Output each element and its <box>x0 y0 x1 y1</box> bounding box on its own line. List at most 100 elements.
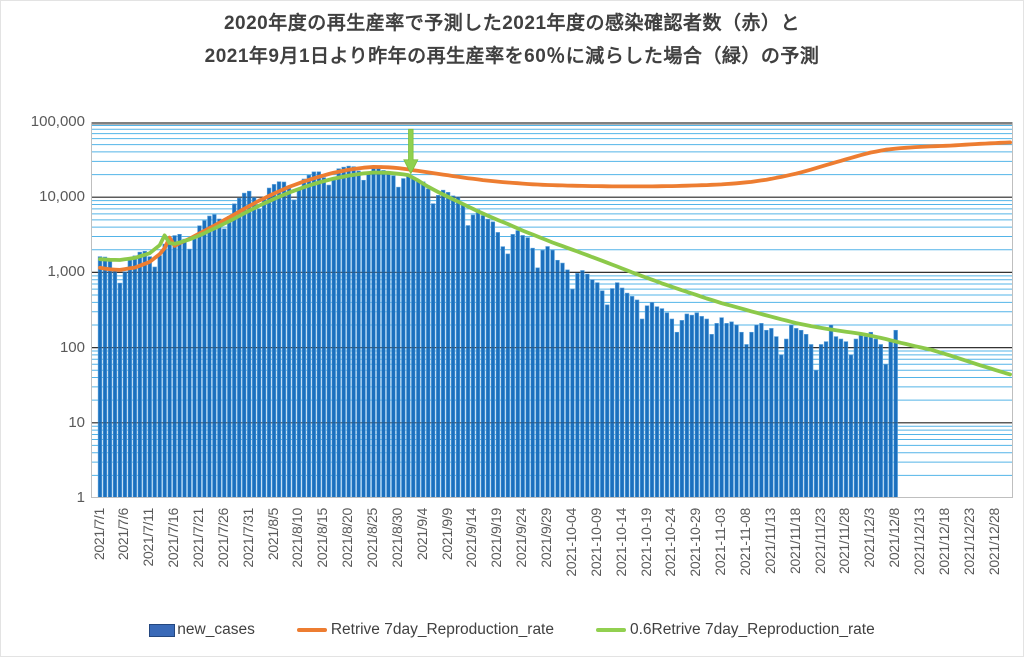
bar <box>177 234 182 498</box>
y-tick-label: 100,000 <box>30 113 85 130</box>
x-tick-label: 2021/7/26 <box>214 508 231 568</box>
bar <box>789 324 794 498</box>
bar <box>520 235 525 498</box>
bar <box>445 192 451 498</box>
bar <box>157 255 162 498</box>
bar <box>590 279 595 498</box>
bar <box>152 266 157 498</box>
bar <box>893 329 898 498</box>
x-tick-label: 2021-11-08 <box>736 508 753 576</box>
x-tick-label: 2021/11/23 <box>811 508 828 575</box>
bar <box>172 235 177 498</box>
bar <box>247 190 252 498</box>
bar <box>888 341 893 498</box>
bar <box>426 188 431 498</box>
new-cases-swatch-icon <box>149 623 176 637</box>
bar <box>550 249 555 498</box>
bar <box>674 331 680 498</box>
chart-title-line1: 2020年度の再生産率で予測した2021年度の感染確認者数（赤）と <box>223 13 801 34</box>
bar <box>162 243 167 498</box>
bar <box>744 344 749 498</box>
bar <box>883 363 888 498</box>
y-tick-label: 10,000 <box>39 188 85 206</box>
bar <box>535 267 540 498</box>
bar <box>271 184 277 498</box>
x-tick-label: 2021-10-04 <box>562 508 579 577</box>
x-tick-label: 2021/7/1 <box>90 508 107 561</box>
bar <box>495 232 500 498</box>
bar <box>684 313 689 498</box>
bar <box>610 288 615 498</box>
bar <box>336 168 341 498</box>
x-tick-label: 2021/8/20 <box>339 508 356 568</box>
legend-label: new_cases <box>177 621 255 638</box>
bar <box>346 165 351 498</box>
bar <box>351 166 356 498</box>
bar <box>774 336 779 498</box>
x-tick-label: 2021/8/30 <box>388 508 405 568</box>
bar <box>570 288 575 498</box>
bar <box>450 195 456 498</box>
bar <box>858 334 864 498</box>
bar <box>525 237 530 498</box>
bar <box>147 256 152 498</box>
bar <box>406 174 411 498</box>
bar <box>97 256 103 498</box>
bar <box>843 341 849 498</box>
bar <box>565 269 570 498</box>
bar <box>276 181 282 498</box>
bar <box>664 312 670 498</box>
bar <box>659 308 665 498</box>
bar <box>624 292 630 498</box>
bar <box>779 354 784 498</box>
bar <box>207 215 212 498</box>
new-cases-bars <box>97 165 898 498</box>
bar <box>719 317 724 498</box>
bar <box>490 221 496 498</box>
bar <box>878 344 883 498</box>
bar <box>361 179 366 498</box>
x-tick-label: 2021-10-14 <box>612 508 629 577</box>
bar <box>316 171 321 498</box>
bar <box>749 331 754 498</box>
plot-area <box>91 122 1013 498</box>
bar <box>261 198 267 498</box>
bar <box>799 329 804 498</box>
x-tick-label: 2021/9/29 <box>538 508 555 568</box>
bar <box>436 195 441 498</box>
bar <box>863 336 868 498</box>
bar <box>580 270 585 498</box>
chart-canvas <box>92 122 1012 498</box>
x-tick-label: 2021-10-29 <box>687 508 704 577</box>
bar <box>480 215 486 498</box>
bar <box>605 304 610 498</box>
bar <box>804 334 809 498</box>
bar <box>107 259 113 498</box>
bar <box>739 331 744 498</box>
x-tick-label: 2021-10-24 <box>662 508 679 577</box>
bar <box>301 178 307 498</box>
x-tick-label: 2021/7/11 <box>140 508 157 567</box>
bar <box>724 323 729 498</box>
bar <box>759 323 764 498</box>
bar <box>555 259 560 498</box>
bar <box>575 273 580 498</box>
bar <box>510 234 515 498</box>
bar <box>391 175 396 498</box>
green-prediction-line <box>98 170 1012 377</box>
bar <box>500 246 505 498</box>
bar <box>341 166 346 498</box>
x-tick-label: 2021/12/18 <box>935 508 952 576</box>
bar <box>182 238 187 498</box>
bar <box>853 338 859 498</box>
bar <box>545 246 550 498</box>
bar <box>197 225 202 498</box>
y-tick-label: 1,000 <box>47 263 85 281</box>
x-tick-label: 2021-10-19 <box>637 508 654 577</box>
bar <box>132 255 137 498</box>
chart-legend: new_cases Retrive 7day_Reproduction_rate… <box>1 621 1023 639</box>
bar <box>813 369 819 498</box>
bar <box>764 329 769 498</box>
bar <box>475 209 481 498</box>
